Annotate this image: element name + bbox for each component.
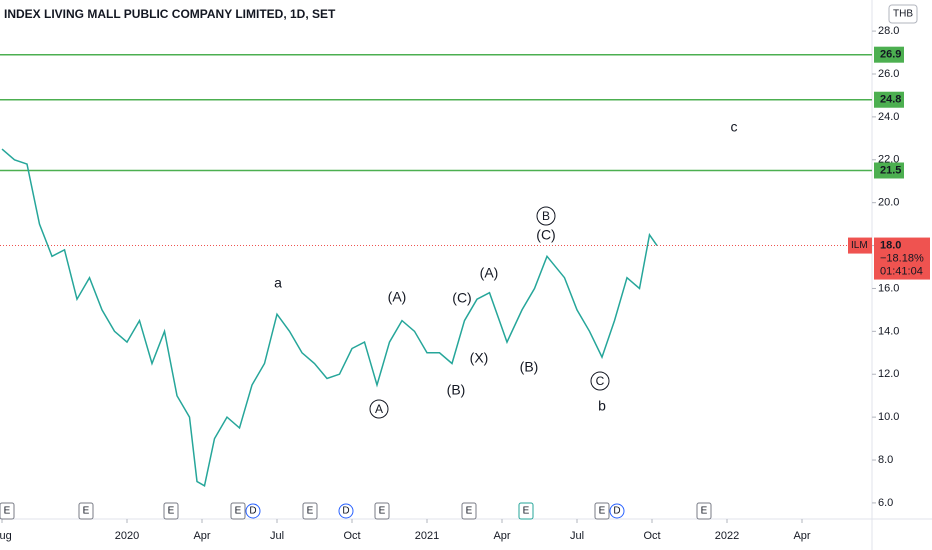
- y-tick-label: 24.0: [878, 111, 899, 123]
- level-label: 21.5: [880, 164, 901, 176]
- level-label: 26.9: [880, 49, 901, 61]
- y-tick-label: 28.0: [878, 25, 899, 37]
- event-label: E: [307, 506, 314, 517]
- event-label: D: [342, 506, 349, 517]
- change-label: −18.18%: [880, 252, 924, 264]
- event-marker: [696, 502, 712, 520]
- event-label: D: [249, 506, 256, 517]
- event-label: E: [599, 506, 606, 517]
- wave-label: B: [542, 209, 550, 223]
- y-tick-label: 14.0: [878, 325, 899, 337]
- event-marker: [374, 502, 390, 520]
- wave-label: C: [596, 374, 605, 388]
- event-marker: [518, 502, 534, 520]
- x-tick-label: Oct: [643, 530, 660, 542]
- x-tick-label: Jul: [570, 530, 584, 542]
- price-line: [1, 148, 658, 487]
- event-marker: [230, 502, 246, 520]
- y-tick-label: 10.0: [878, 411, 899, 423]
- y-tick-label: 20.0: [878, 197, 899, 209]
- level-label: 24.8: [880, 94, 901, 106]
- level-label-box: [874, 46, 904, 63]
- y-tick-label: 12.0: [878, 368, 899, 380]
- y-tick-label: 8.0: [878, 454, 893, 466]
- event-label: E: [168, 506, 175, 517]
- event-marker: [0, 502, 15, 520]
- wave-label: (C): [536, 227, 555, 243]
- x-tick-label: Jul: [270, 530, 284, 542]
- event-label: E: [523, 506, 530, 517]
- event-label: E: [4, 506, 11, 517]
- event-label: E: [701, 506, 708, 517]
- currency: THB: [893, 9, 913, 20]
- level-label-box: [874, 162, 904, 179]
- last-price-box: [848, 237, 872, 254]
- wave-circle: [536, 206, 556, 226]
- wave-label: c: [731, 119, 738, 135]
- event-label: E: [235, 506, 242, 517]
- last-price-label: 18.0: [880, 239, 901, 251]
- wave-label: (A): [480, 265, 499, 281]
- wave-label: (C): [452, 290, 471, 306]
- event-marker: [78, 502, 94, 520]
- event-label: E: [466, 506, 473, 517]
- event-marker: [594, 502, 610, 520]
- wave-label: (B): [447, 382, 466, 398]
- x-tick-label: Apr: [493, 530, 510, 542]
- x-tick-label: Apr: [193, 530, 210, 542]
- wave-circle: [590, 371, 610, 391]
- x-tick-label: 2021: [415, 530, 439, 542]
- y-tick-label: 26.0: [878, 68, 899, 80]
- event-marker[interactable]: [609, 503, 625, 519]
- last-price-info: [874, 237, 930, 280]
- wave-label: A: [375, 402, 383, 416]
- event-label: E: [379, 506, 386, 517]
- x-tick-label: Apr: [793, 530, 810, 542]
- wave-label: b: [598, 398, 606, 414]
- wave-circle: [369, 399, 389, 419]
- event-marker: [302, 502, 318, 520]
- event-label: E: [83, 506, 90, 517]
- event-marker[interactable]: [245, 503, 261, 519]
- symbol-label: ILM: [851, 240, 868, 251]
- x-tick-label: Aug: [0, 530, 12, 542]
- wave-label: (X): [470, 350, 489, 366]
- wave-label: (B): [520, 359, 539, 375]
- x-tick-label: 2020: [115, 530, 139, 542]
- countdown: 01:41:04: [880, 265, 923, 277]
- chart-title: INDEX LIVING MALL PUBLIC COMPANY LIMITED…: [4, 7, 336, 21]
- level-label-box: [874, 91, 904, 108]
- x-tick-label: 2022: [715, 530, 739, 542]
- event-marker: [461, 502, 477, 520]
- wave-label: (A): [388, 289, 407, 305]
- x-tick-label: Oct: [343, 530, 360, 542]
- currency-box[interactable]: [888, 4, 918, 24]
- event-marker[interactable]: [338, 503, 354, 519]
- y-tick-label: 16.0: [878, 282, 899, 294]
- event-marker: [163, 502, 179, 520]
- y-tick-label: 6.0: [878, 497, 893, 509]
- event-label: D: [613, 506, 620, 517]
- wave-label: a: [274, 275, 282, 291]
